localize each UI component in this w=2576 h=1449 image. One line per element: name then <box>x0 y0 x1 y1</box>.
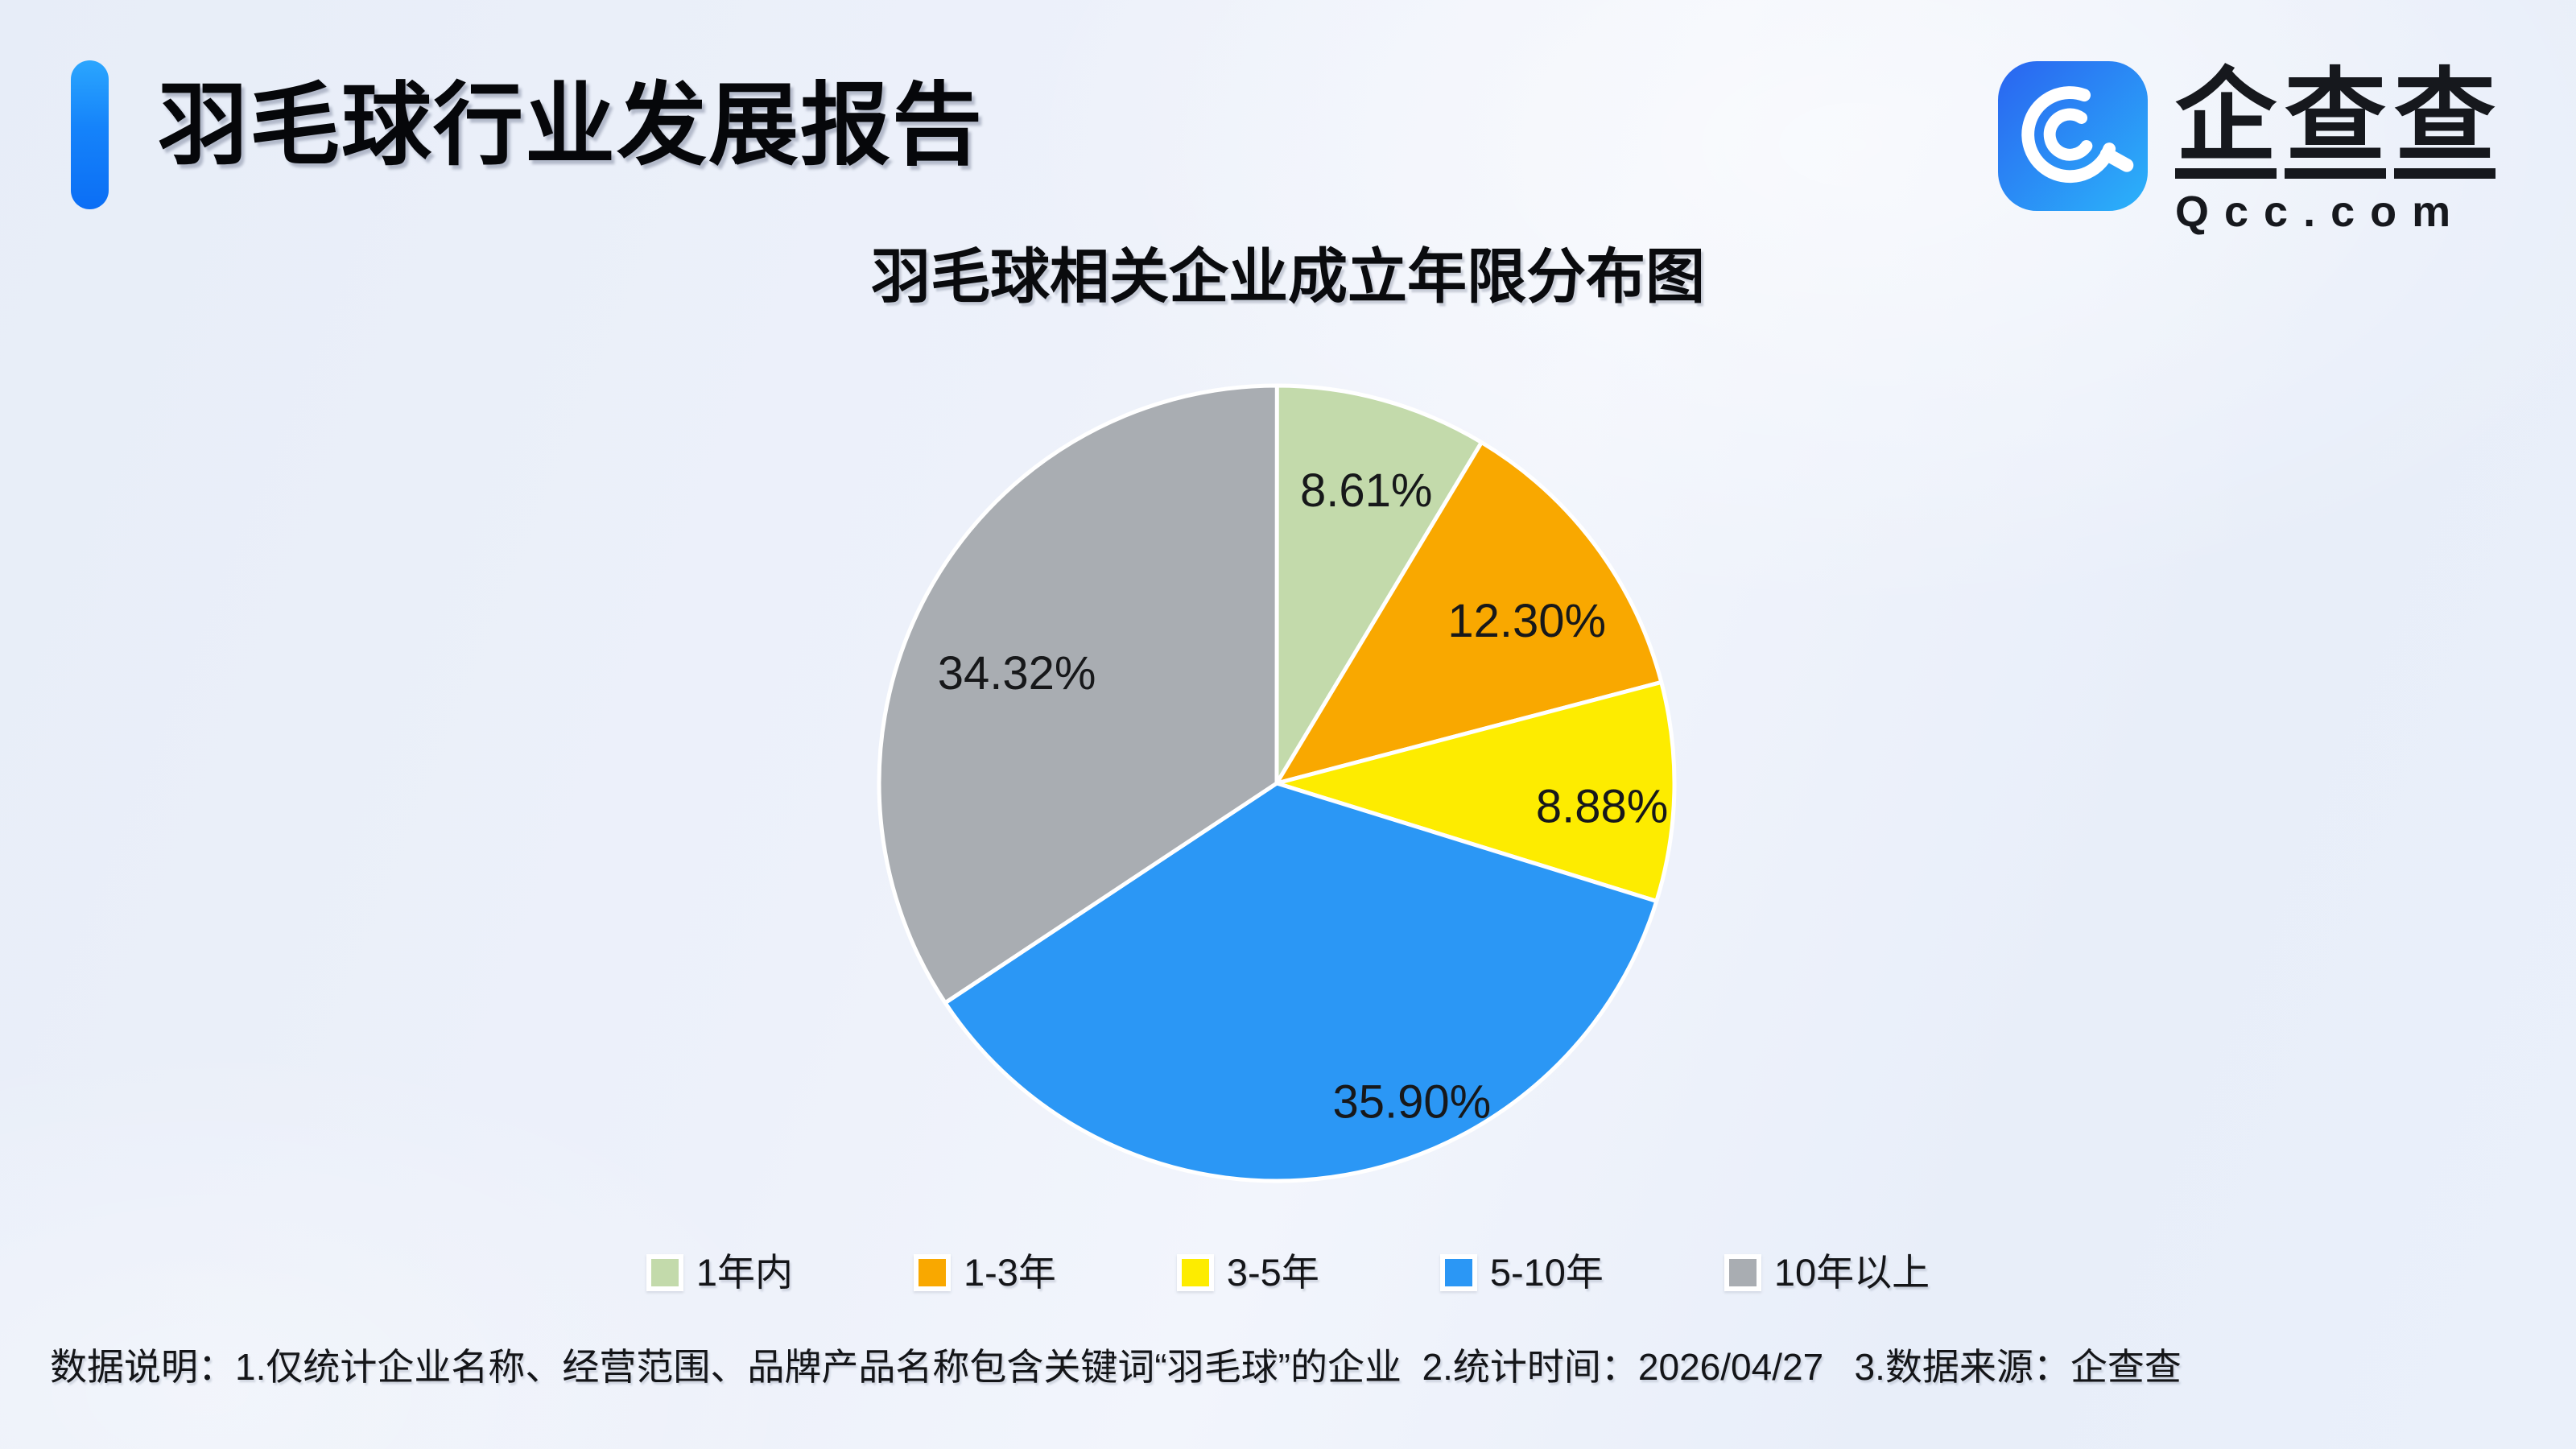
pie-slice-2 <box>1274 679 1677 903</box>
pie-label-4: 34.32% <box>938 647 1096 700</box>
title-accent-bar <box>71 60 109 209</box>
legend-label: 1-3年 <box>963 1251 1056 1294</box>
legend-item-1: 1-3年 <box>913 1251 1056 1294</box>
logo-wordmark: 企查查 Qcc.com <box>2175 61 2496 233</box>
legend-item-0: 1年内 <box>646 1253 793 1293</box>
legend-swatch-icon <box>1439 1254 1477 1291</box>
legend-item-2: 3-5年 <box>1176 1251 1319 1294</box>
logo-brand-name: 企查查 <box>2175 66 2496 179</box>
legend-label: 5-10年 <box>1489 1251 1604 1294</box>
qcc-magnifier-icon <box>1998 61 2148 211</box>
pie-slice-1 <box>1274 440 1664 786</box>
data-notes: 数据说明：1.仅统计企业名称、经营范围、品牌产品名称包含关键词“羽毛球”的企业 … <box>50 1346 2182 1388</box>
pie-label-3: 35.90% <box>1333 1076 1492 1129</box>
pie-slice-0 <box>1274 383 1484 786</box>
legend-label: 3-5年 <box>1226 1251 1319 1294</box>
chart-legend: 1年内 1-3年 3-5年 5-10年 10年以上 <box>0 1253 2576 1293</box>
legend-item-3: 5-10年 <box>1439 1251 1604 1294</box>
pie-label-1: 12.30% <box>1447 595 1606 647</box>
legend-swatch-icon <box>646 1254 683 1291</box>
legend-swatch-icon <box>1724 1254 1761 1291</box>
qcc-logo: 企查查 Qcc.com <box>1998 61 2496 233</box>
legend-swatch-icon <box>1176 1254 1214 1291</box>
pie-slice-4 <box>877 383 1279 1005</box>
legend-swatch-icon <box>913 1254 951 1291</box>
legend-item-4: 10年以上 <box>1724 1253 1930 1293</box>
pie-slice-3 <box>943 781 1659 1183</box>
pie-label-2: 8.88% <box>1536 780 1668 832</box>
pie-chart: 8.61% 12.30% 8.88% 35.90% 34.32% <box>877 383 1677 1183</box>
logo-domain: Qcc.com <box>2175 188 2467 236</box>
pie-label-0: 8.61% <box>1300 464 1432 517</box>
page-title: 羽毛球行业发展报告 <box>158 75 984 175</box>
chart-title: 羽毛球相关企业成立年限分布图 <box>871 243 1705 310</box>
legend-label: 1年内 <box>696 1251 793 1294</box>
legend-label: 10年以上 <box>1773 1251 1930 1294</box>
